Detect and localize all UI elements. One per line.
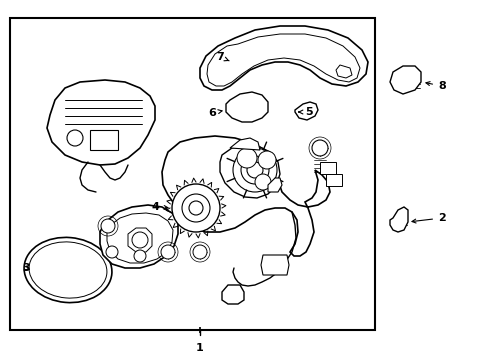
Polygon shape	[335, 65, 351, 78]
Circle shape	[232, 148, 276, 192]
Polygon shape	[90, 130, 118, 150]
Text: 6: 6	[207, 108, 222, 118]
Ellipse shape	[29, 242, 107, 298]
Polygon shape	[229, 138, 260, 150]
Polygon shape	[225, 92, 267, 122]
Circle shape	[258, 151, 275, 169]
Circle shape	[311, 140, 327, 156]
Circle shape	[161, 245, 175, 259]
Polygon shape	[47, 80, 155, 165]
Circle shape	[254, 174, 270, 190]
Circle shape	[246, 162, 263, 178]
Circle shape	[182, 194, 209, 222]
Circle shape	[193, 245, 206, 259]
Bar	[10, 18, 374, 330]
Text: 4: 4	[152, 202, 168, 212]
Polygon shape	[200, 26, 367, 90]
Polygon shape	[389, 207, 407, 232]
Circle shape	[101, 219, 115, 233]
Circle shape	[67, 130, 83, 146]
Circle shape	[241, 156, 268, 184]
Text: 1: 1	[196, 343, 203, 353]
Text: 5: 5	[298, 107, 312, 117]
Text: 8: 8	[425, 81, 445, 91]
Polygon shape	[389, 66, 420, 94]
Text: 7: 7	[216, 52, 229, 62]
Circle shape	[132, 232, 148, 248]
Text: 3: 3	[22, 263, 30, 273]
Polygon shape	[162, 136, 329, 256]
Polygon shape	[100, 205, 178, 268]
Polygon shape	[220, 145, 280, 198]
Polygon shape	[128, 228, 152, 252]
Circle shape	[237, 148, 257, 168]
Polygon shape	[294, 102, 317, 120]
Circle shape	[134, 250, 146, 262]
Circle shape	[106, 246, 118, 258]
Polygon shape	[267, 178, 282, 192]
Polygon shape	[222, 285, 244, 304]
Circle shape	[172, 184, 220, 232]
Polygon shape	[325, 174, 341, 186]
Circle shape	[189, 201, 203, 215]
Polygon shape	[261, 255, 288, 275]
Ellipse shape	[24, 237, 112, 303]
Polygon shape	[319, 162, 335, 174]
Text: 2: 2	[411, 213, 445, 223]
